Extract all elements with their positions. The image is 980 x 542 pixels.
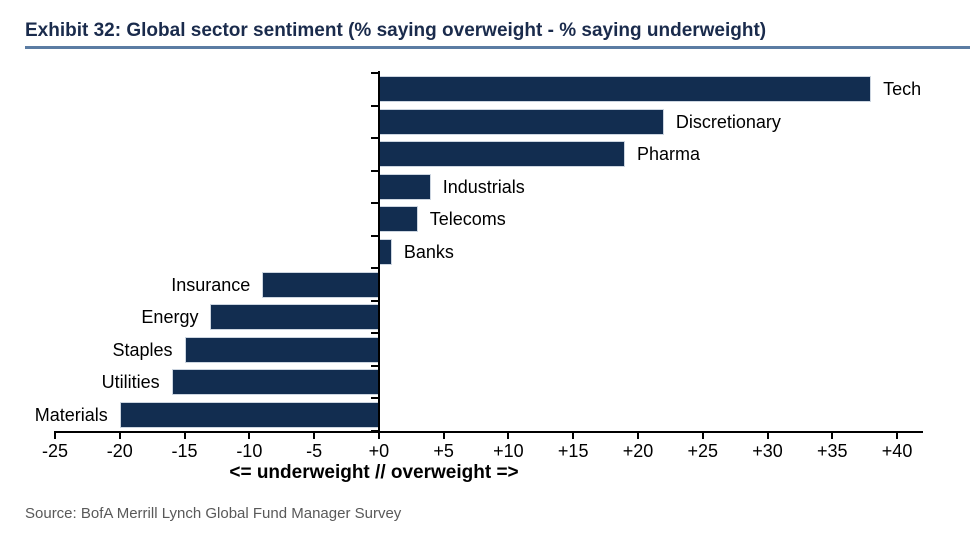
x-tick-label: -10 [236,441,263,461]
y-tick-mark [371,332,379,335]
title-divider [25,46,970,49]
y-tick-mark [371,234,379,237]
bar-label-pharma: Pharma [637,144,701,165]
x-tick-label: +10 [493,441,524,461]
bar-label-insurance: Insurance [171,274,251,295]
bar-banks [378,239,392,265]
x-tick-mark [54,431,56,439]
x-tick-mark [248,431,251,439]
x-tick-label: -5 [306,441,323,461]
source-note: Source: BofA Merrill Lynch Global Fund M… [25,505,402,522]
x-tick-mark [313,431,316,439]
y-tick-mark [371,364,379,367]
bar-label-energy: Energy [141,307,199,328]
bar-label-utilities: Utilities [101,372,160,393]
x-tick-mark [183,431,186,439]
bar-staples [184,336,379,363]
x-tick-label: +35 [817,441,848,461]
x-tick-label: +40 [881,441,913,461]
x-tick-mark [766,431,769,439]
x-tick-mark [118,431,121,439]
x-tick-mark [377,431,380,439]
x-tick-label: -15 [171,441,198,461]
x-axis-title: <= underweight // overweight => [229,462,519,483]
x-tick-label: -20 [106,441,133,461]
chart-title: Exhibit 32: Global sector sentiment (% s… [25,20,767,41]
bar-utilities [171,369,379,396]
x-tick-mark [701,431,704,439]
x-tick-label: +15 [557,441,589,461]
x-tick-mark [507,431,510,439]
x-tick-mark [636,431,639,439]
x-tick-label: +20 [622,441,654,461]
bar-label-industrials: Industrials [442,176,525,197]
y-tick-mark [371,169,379,172]
y-tick-mark [371,299,379,302]
bar-label-materials: Materials [34,404,108,425]
x-tick-mark [442,431,445,439]
bar-label-telecoms: Telecoms [429,209,506,230]
x-tick-mark [896,431,899,439]
bar-label-discretionary: Discretionary [675,111,781,132]
y-tick-mark [371,397,379,400]
x-tick-label: +25 [687,441,719,461]
bar-label-tech: Tech [883,79,922,100]
bar-materials [119,401,379,428]
x-tick-label: +5 [433,441,454,461]
y-tick-mark [371,104,379,107]
bar-label-staples: Staples [112,339,173,360]
x-tick-mark [572,431,575,439]
bar-tech [378,76,872,103]
bar-telecoms [378,206,418,233]
bar-label-banks: Banks [403,242,454,262]
x-tick-label: -25 [41,441,68,461]
bar-pharma [378,141,626,168]
bar-industrials [378,173,431,200]
y-tick-mark [371,202,379,205]
y-axis-line [378,71,380,433]
y-tick-mark [371,72,379,74]
x-tick-label: +30 [752,441,783,461]
y-tick-mark [371,267,379,270]
x-tick-label: +0 [368,441,390,461]
bar-insurance [262,271,379,298]
bar-energy [210,304,379,331]
x-tick-mark [831,431,834,439]
bar-discretionary [378,108,664,135]
x-axis-line [55,431,923,433]
y-tick-mark [371,137,379,140]
